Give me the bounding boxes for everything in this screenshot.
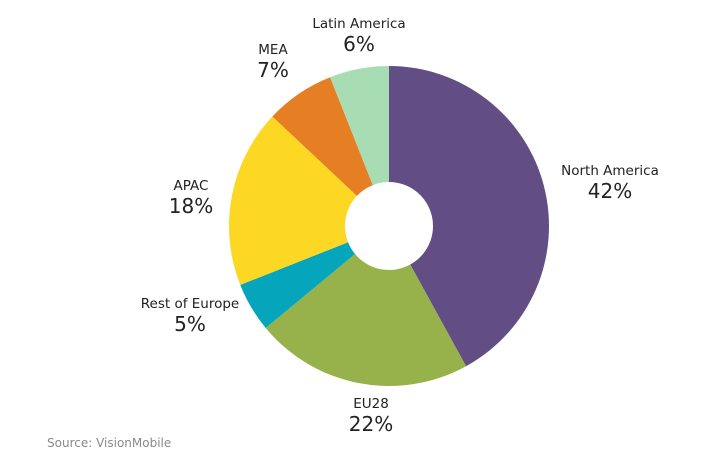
label-name-mea: MEA xyxy=(258,42,288,58)
slice-north-america xyxy=(389,66,549,367)
label-name-apac: APAC xyxy=(174,178,209,194)
label-value-latin-america: 6% xyxy=(343,32,375,56)
label-value-rest-of-europe: 5% xyxy=(174,312,206,336)
label-value-apac: 18% xyxy=(169,194,213,218)
label-name-latin-america: Latin America xyxy=(312,16,405,32)
label-name-north-america: North America xyxy=(561,163,659,179)
label-value-mea: 7% xyxy=(257,58,289,82)
label-name-eu28: EU28 xyxy=(353,396,389,412)
source-note: Source: VisionMobile xyxy=(47,436,172,450)
slice-rest-of-europe xyxy=(240,242,356,328)
label-value-eu28: 22% xyxy=(349,412,393,436)
label-value-north-america: 42% xyxy=(588,179,632,203)
slice-eu28 xyxy=(265,254,467,387)
slices-group xyxy=(229,66,549,387)
slice-apac xyxy=(229,116,357,285)
slice-latin-america xyxy=(330,66,389,186)
label-name-rest-of-europe: Rest of Europe xyxy=(141,296,239,312)
slice-mea xyxy=(272,77,373,196)
